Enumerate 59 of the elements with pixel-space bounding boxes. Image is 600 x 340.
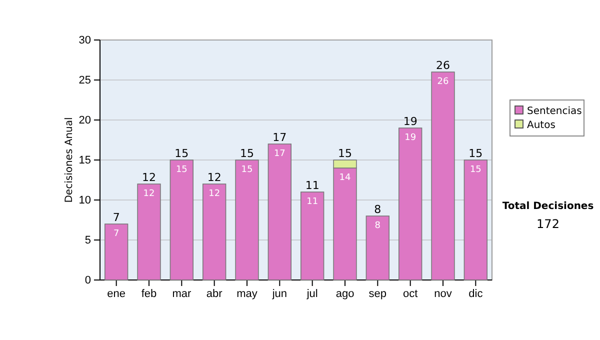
text: 172	[536, 217, 560, 231]
data-label: 15	[176, 165, 188, 175]
x-tick-label: feb	[141, 288, 157, 300]
total-label: 12	[207, 171, 222, 184]
bar	[398, 128, 422, 280]
total-label: 12	[142, 171, 156, 184]
y-tick-label: 30	[78, 34, 91, 47]
bar	[170, 160, 194, 280]
x-tick-label: ago	[336, 288, 354, 300]
y-tick-label: 10	[78, 194, 91, 207]
total-label: 8	[374, 203, 382, 216]
data-label: 17	[274, 149, 286, 159]
x-tick-label: dic	[468, 288, 484, 300]
bar	[431, 72, 455, 280]
data-label: 8	[374, 221, 381, 231]
x-tick-label: jul	[306, 288, 318, 300]
y-axis-title: Decisiones Anual	[64, 117, 75, 203]
data-label: 12	[208, 189, 220, 199]
total-label: 17	[272, 131, 287, 144]
x-tick-label: sep	[368, 288, 387, 300]
total-label: 19	[403, 115, 418, 128]
x-tick-label: nov	[434, 288, 452, 300]
total-label: 15	[240, 147, 254, 160]
total-label: 15	[174, 147, 189, 160]
data-label: 12	[143, 189, 155, 199]
bar	[366, 216, 390, 280]
bar	[268, 144, 292, 280]
y-tick-label: 15	[78, 154, 91, 167]
bar	[464, 160, 488, 280]
x-tick-label: may	[236, 288, 258, 300]
bar	[137, 184, 161, 280]
data-label: 26	[437, 77, 449, 87]
data-label: 19	[404, 133, 416, 143]
x-tick-label: ene	[107, 288, 126, 300]
total-label: 15	[338, 147, 352, 160]
data-label: 15	[241, 165, 253, 175]
bar	[104, 224, 128, 280]
x-tick-label: mar	[172, 288, 192, 300]
total-label: 11	[305, 179, 320, 192]
y-tick-label: 5	[84, 234, 91, 247]
y-tick-label: 0	[84, 274, 91, 287]
y-tick-label: 25	[78, 74, 91, 87]
text: Total Decisiones	[502, 201, 594, 212]
bar	[235, 160, 259, 280]
total-label: 26	[436, 59, 450, 72]
bar	[202, 184, 226, 280]
legend-label: Sentencias	[527, 106, 582, 117]
data-label: 15	[470, 165, 482, 175]
x-tick-label: abr	[206, 288, 223, 300]
data-label: 7	[113, 229, 120, 239]
x-tick-label: jun	[271, 288, 288, 300]
total-label: 15	[468, 147, 483, 160]
y-tick-label: 20	[78, 114, 91, 127]
x-tick-label: oct	[402, 288, 418, 300]
data-label: 11	[306, 197, 318, 207]
total-label: 7	[112, 211, 120, 224]
bar	[300, 192, 324, 280]
data-label: 14	[339, 173, 351, 183]
legend-label: Autos	[527, 120, 556, 131]
